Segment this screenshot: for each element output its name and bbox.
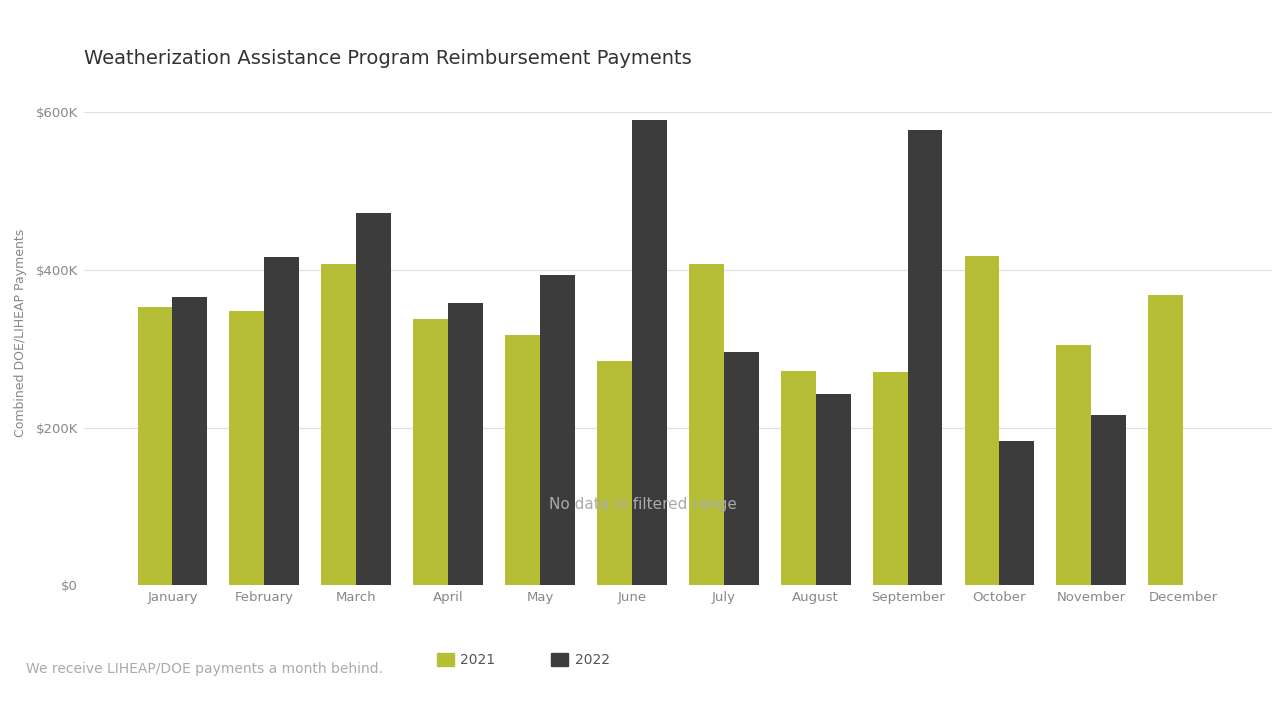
Bar — [1091, 415, 1126, 585]
Bar — [816, 395, 851, 585]
Bar — [723, 352, 758, 585]
Bar — [448, 303, 483, 585]
Bar — [137, 307, 172, 585]
Y-axis label: Combined DOE/LIHEAP Payments: Combined DOE/LIHEAP Payments — [14, 229, 27, 437]
Legend: 2021, 2022: 2021, 2022 — [432, 648, 616, 673]
Bar — [965, 257, 1000, 585]
Bar — [907, 130, 942, 585]
Bar — [873, 372, 907, 585]
Bar — [689, 264, 723, 585]
Bar — [781, 371, 816, 585]
Bar — [505, 334, 540, 585]
Bar — [1149, 295, 1183, 585]
Bar — [632, 120, 667, 585]
Text: Weatherization Assistance Program Reimbursement Payments: Weatherization Assistance Program Reimbu… — [84, 49, 691, 68]
Bar — [598, 360, 632, 585]
Bar — [321, 264, 356, 585]
Bar — [414, 319, 448, 585]
Bar — [230, 311, 265, 585]
Bar — [1000, 441, 1034, 585]
Text: No data in filtered range: No data in filtered range — [549, 497, 736, 512]
Bar — [356, 213, 391, 585]
Bar — [1056, 345, 1091, 585]
Text: We receive LIHEAP/DOE payments a month behind.: We receive LIHEAP/DOE payments a month b… — [26, 662, 383, 676]
Bar — [265, 257, 299, 585]
Bar — [172, 297, 207, 585]
Bar — [540, 275, 574, 585]
